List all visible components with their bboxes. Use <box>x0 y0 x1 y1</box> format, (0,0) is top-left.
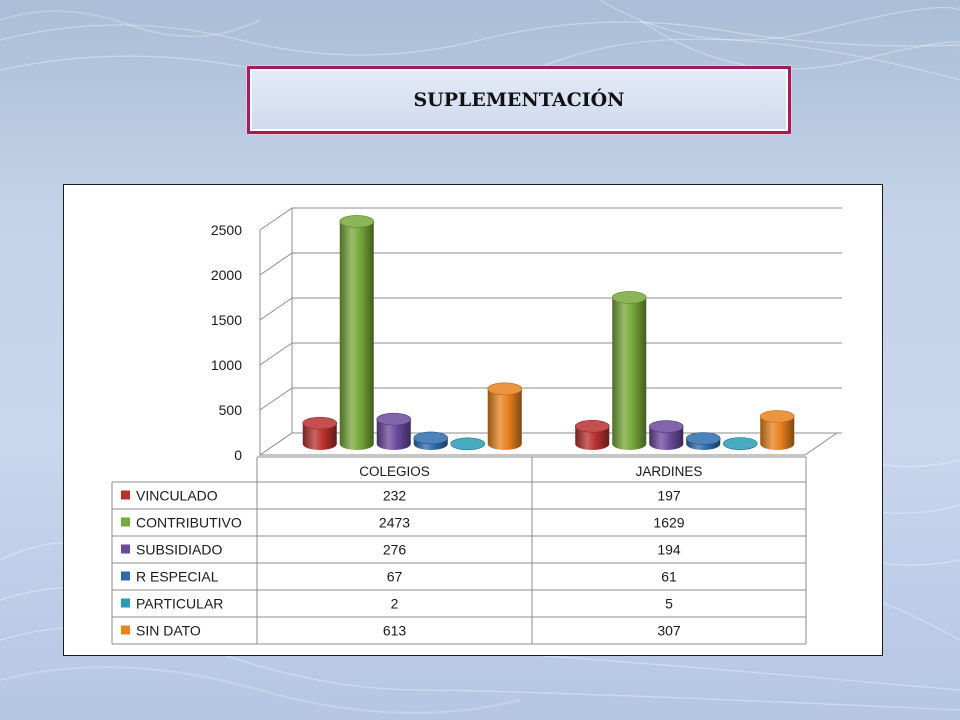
data-label: 276 <box>383 542 407 558</box>
bar-top <box>413 431 449 445</box>
bar <box>302 416 338 450</box>
category-label: JARDINES <box>636 464 703 479</box>
bar-top <box>339 215 375 228</box>
title-frame: SUPLEMENTACIÓN <box>246 65 792 135</box>
legend-swatch <box>121 625 130 635</box>
y-tick-label: 1500 <box>211 312 242 328</box>
bar-top <box>376 412 412 426</box>
data-label: 197 <box>657 488 681 504</box>
bar-body <box>302 423 337 450</box>
slide-title: SUPLEMENTACIÓN <box>413 89 625 111</box>
bar-body <box>339 221 374 450</box>
legend-label: SUBSIDIADO <box>136 542 222 558</box>
bar-top <box>685 432 721 445</box>
y-tick-label: 1000 <box>211 357 242 373</box>
bar <box>574 419 610 450</box>
bar-top <box>759 410 795 423</box>
bar-top <box>450 437 486 451</box>
legend-swatch <box>121 571 130 581</box>
bar-body <box>487 388 522 450</box>
bar-top <box>487 382 523 396</box>
data-label: 2473 <box>379 515 410 531</box>
bar-top <box>574 419 610 433</box>
data-label: 61 <box>661 569 677 585</box>
bar <box>685 432 721 450</box>
bar-top <box>611 291 647 304</box>
legend-swatch <box>121 490 130 500</box>
chart-container: 0 500 1000 1500 2000 2500 COLEGIOS JARDINES VINC… <box>63 184 883 656</box>
bar <box>376 412 412 450</box>
gridline-side <box>259 297 293 321</box>
bar <box>722 437 758 450</box>
data-label: 194 <box>657 542 681 558</box>
legend-label: VINCULADO <box>136 488 218 504</box>
bar-top <box>722 437 758 450</box>
chart-svg: 0 500 1000 1500 2000 2500 COLEGIOS JARDINES VINC… <box>111 207 842 645</box>
data-label: 613 <box>383 623 407 639</box>
y-tick-label: 2000 <box>211 267 242 283</box>
gridline-side <box>259 252 293 276</box>
bar-body <box>760 416 795 450</box>
legend-swatch <box>121 544 130 554</box>
gridline-side <box>259 387 293 411</box>
legend-label: R ESPECIAL <box>136 569 219 585</box>
legend-label: PARTICULAR <box>136 596 223 612</box>
data-label: 1629 <box>653 515 684 531</box>
data-label: 232 <box>383 488 407 504</box>
bar-top <box>648 420 684 433</box>
y-tick-label: 2500 <box>211 222 242 238</box>
title-inner: SUPLEMENTACIÓN <box>250 69 788 131</box>
bar-body <box>575 426 610 450</box>
bar <box>450 437 486 451</box>
bar <box>339 215 375 450</box>
bar-body <box>376 419 411 450</box>
bar-body <box>612 297 647 450</box>
legend-swatch <box>121 598 130 608</box>
gridline-side <box>259 207 293 231</box>
bar <box>413 431 449 450</box>
bar <box>648 420 684 450</box>
bar-top <box>302 416 338 430</box>
bar <box>611 291 647 450</box>
legend-swatch <box>121 517 130 527</box>
data-label: 307 <box>657 623 681 639</box>
y-tick-label: 0 <box>234 447 242 463</box>
legend-label: SIN DATO <box>136 623 201 639</box>
category-label: COLEGIOS <box>359 464 430 479</box>
bar-body <box>649 426 684 450</box>
data-label: 5 <box>665 596 673 612</box>
data-label: 2 <box>391 596 399 612</box>
y-tick-label: 500 <box>219 402 243 418</box>
bar <box>487 382 523 450</box>
gridline-side <box>259 342 293 366</box>
data-label: 67 <box>387 569 403 585</box>
bar <box>759 410 795 450</box>
legend-label: CONTRIBUTIVO <box>136 515 242 531</box>
